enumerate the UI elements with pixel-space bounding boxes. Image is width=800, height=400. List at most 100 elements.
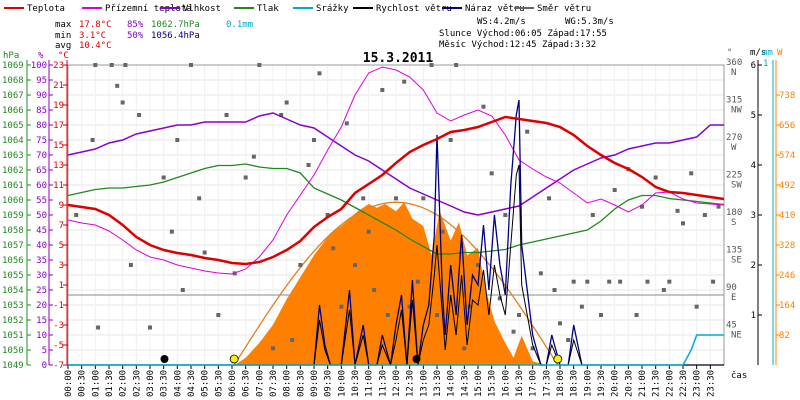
wind-direction-point bbox=[558, 321, 562, 326]
x-tick-label: 00:00 bbox=[64, 370, 74, 397]
hpa-tick-label: 1063 bbox=[2, 151, 24, 161]
x-tick-label: 09:30 bbox=[324, 370, 334, 397]
wind-direction-point bbox=[325, 213, 330, 217]
wind-direction-point bbox=[407, 304, 412, 309]
wind-direction-point bbox=[372, 288, 377, 292]
wind-direction-point bbox=[148, 325, 152, 330]
temp-tick-label: -1 bbox=[53, 301, 64, 311]
sunshine-area bbox=[68, 202, 724, 365]
wind-direction-point bbox=[689, 171, 694, 176]
gust-line bbox=[68, 99, 724, 366]
x-tick-label: 23:30 bbox=[706, 370, 716, 397]
x-tick-label: 01:00 bbox=[91, 370, 101, 397]
x-tick-label: 16:00 bbox=[501, 370, 511, 397]
wind-direction-point bbox=[123, 63, 128, 67]
hpa-tick-label: 1057 bbox=[2, 241, 24, 251]
sun-tick-label: 410 bbox=[779, 211, 795, 221]
hpa-tick-label: 1058 bbox=[2, 226, 24, 236]
x-tick-label: 17:30 bbox=[542, 370, 552, 397]
x-tick-label: 19:00 bbox=[583, 370, 593, 397]
dir-tick-name: E bbox=[731, 293, 736, 303]
wind-direction-point bbox=[197, 196, 202, 201]
hpa-tick-label: 1055 bbox=[2, 271, 24, 281]
wind-direction-point bbox=[585, 279, 590, 284]
wind-direction-point bbox=[640, 204, 644, 209]
chart-title: 15.3.2011 bbox=[363, 51, 434, 66]
pct-tick-label: 50 bbox=[36, 211, 47, 221]
rain-axis-label: mm bbox=[762, 48, 773, 58]
x-tick-label: 07:30 bbox=[269, 370, 279, 397]
sun-tick-label: 656 bbox=[779, 121, 795, 131]
stat-max-hum: 85% bbox=[127, 20, 144, 30]
x-tick-label: 08:00 bbox=[283, 370, 293, 397]
sun-tick-label: 492 bbox=[779, 181, 795, 191]
pct-tick-label: 65 bbox=[36, 166, 47, 176]
wind-direction-point bbox=[525, 129, 530, 134]
legend-label: Náraz větru bbox=[465, 4, 525, 14]
wind-direction-point bbox=[120, 100, 125, 105]
wind-direction-point bbox=[415, 279, 420, 284]
wind-direction-point bbox=[497, 296, 502, 301]
wind-direction-point bbox=[93, 63, 98, 67]
rain-axis-top: 1 bbox=[763, 59, 768, 69]
wind-tick-label: 4 bbox=[751, 161, 756, 171]
wind-direction-point bbox=[618, 279, 623, 284]
wind-direction-point bbox=[511, 329, 516, 334]
temp-tick-label: 9 bbox=[59, 201, 64, 211]
sun-tick-label: 328 bbox=[779, 241, 795, 251]
wind-direction-point bbox=[517, 313, 521, 317]
dir-tick-name: SE bbox=[731, 256, 742, 266]
rain-line bbox=[68, 334, 724, 366]
legend-label: Teplota bbox=[27, 4, 65, 14]
wind-direction-point bbox=[476, 263, 480, 267]
wind-direction-point bbox=[169, 229, 174, 234]
temp-tick-label: 11 bbox=[53, 181, 64, 191]
x-tick-label: 13:00 bbox=[419, 370, 429, 397]
pressure-line bbox=[67, 163, 725, 255]
wind-direction-point bbox=[599, 313, 603, 317]
temp-tick-label: 5 bbox=[59, 241, 64, 251]
hpa-tick-label: 1068 bbox=[2, 76, 24, 86]
temp-tick-label: 21 bbox=[53, 81, 64, 91]
x-tick-label: 18:30 bbox=[570, 370, 580, 397]
x-tick-label: 10:30 bbox=[351, 370, 361, 397]
pct-tick-label: 40 bbox=[36, 241, 47, 251]
wind-direction-point bbox=[312, 138, 316, 142]
x-tick-label: 11:30 bbox=[378, 370, 388, 397]
hpa-tick-label: 1050 bbox=[2, 346, 24, 356]
wind-direction-point bbox=[175, 138, 180, 142]
wind-speed-line bbox=[68, 164, 724, 367]
x-tick-label: 12:00 bbox=[392, 370, 402, 397]
hpa-tick-label: 1061 bbox=[2, 181, 24, 191]
stat-min-temp: 3.1°C bbox=[79, 31, 106, 41]
stat-max-temp: 17.8°C bbox=[79, 20, 112, 30]
x-tick-label: 03:00 bbox=[146, 370, 156, 397]
wind-direction-point bbox=[579, 304, 584, 309]
wind-direction-point bbox=[161, 175, 166, 180]
wind-direction-point bbox=[394, 196, 398, 201]
stat-min-label: min bbox=[55, 31, 71, 41]
wind-direction-point bbox=[366, 229, 371, 234]
x-tick-label: 03:30 bbox=[160, 370, 170, 397]
stat-max-label: max bbox=[55, 20, 72, 30]
wind-direction-point bbox=[385, 313, 390, 317]
wind-tick-label: 6 bbox=[751, 61, 756, 71]
hpa-tick-label: 1065 bbox=[2, 121, 24, 131]
wind-direction-point bbox=[702, 213, 707, 217]
wind-direction-point bbox=[271, 346, 275, 351]
dir-tick-deg: 90 bbox=[726, 283, 737, 293]
wind-direction-point bbox=[675, 208, 680, 213]
x-tick-label: 22:00 bbox=[665, 370, 675, 397]
wind-direction-point bbox=[109, 63, 114, 67]
x-axis-label: čas bbox=[731, 370, 747, 381]
pct-tick-label: 100 bbox=[31, 61, 47, 71]
hpa-tick-label: 1053 bbox=[2, 301, 24, 311]
wind-direction-point bbox=[189, 63, 193, 67]
wind-direction-point bbox=[435, 313, 439, 317]
wind-direction-point bbox=[489, 171, 494, 176]
wind-direction-point bbox=[284, 100, 289, 105]
wind-direction-point bbox=[530, 346, 535, 351]
dir-tick-deg: 360 bbox=[726, 58, 742, 68]
pct-tick-label: 75 bbox=[36, 136, 47, 146]
